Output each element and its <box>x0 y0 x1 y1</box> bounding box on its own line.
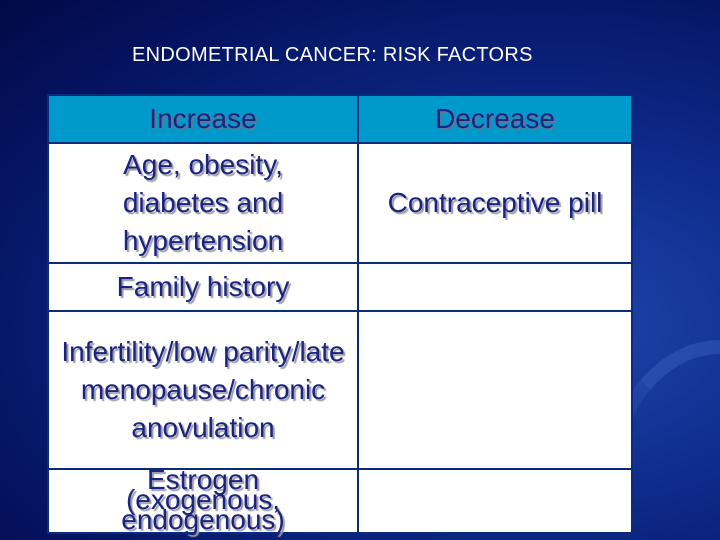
table-cell: Contraceptive pill <box>357 142 633 264</box>
table-cell <box>357 262 633 312</box>
table-cell: Family history <box>47 262 359 312</box>
table-row: Age, obesity, diabetes and hypertension … <box>47 142 633 264</box>
table-cell: Estrogen (exogenous, endogenous) <box>47 466 359 534</box>
slide-title: ENDOMETRIAL CANCER: RISK FACTORS <box>132 44 533 66</box>
table-cell: Infertility/low parity/late menopause/ch… <box>47 310 359 470</box>
header-decrease: Decrease <box>357 94 633 144</box>
table-row: Family history <box>47 262 633 312</box>
table-row: Infertility/low parity/late menopause/ch… <box>47 310 633 470</box>
table-header-row: Increase Decrease <box>47 94 633 144</box>
table-cell <box>357 468 633 534</box>
table-cell <box>357 310 633 470</box>
risk-factors-table: Increase Decrease Age, obesity, diabetes… <box>47 94 633 534</box>
table-row: Estrogen (exogenous, endogenous) <box>47 466 633 534</box>
header-increase: Increase <box>47 94 359 144</box>
table-cell: Age, obesity, diabetes and hypertension <box>47 142 359 264</box>
